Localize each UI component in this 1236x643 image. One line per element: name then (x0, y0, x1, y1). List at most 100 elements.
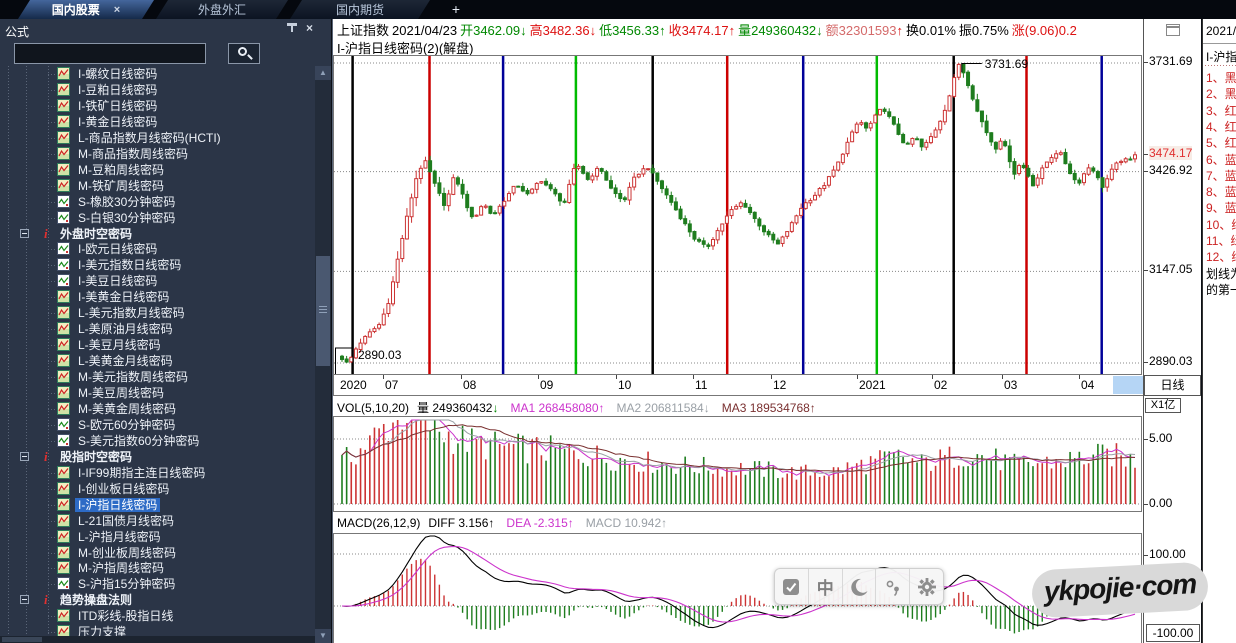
tree-item[interactable]: M-美黄金周线密码 (0, 401, 315, 417)
analysis-list-item: 12、绿 (1206, 250, 1236, 265)
tree-collapse-icon[interactable] (20, 228, 29, 238)
tree-item-label: L-沪指月线密码 (78, 529, 161, 544)
tree-item[interactable]: S-橡胶30分钟密码 (0, 194, 315, 210)
close-icon[interactable]: × (306, 21, 314, 35)
dotted-divider (1205, 65, 1236, 66)
formula-chart-icon (57, 481, 70, 495)
tree-item[interactable]: I-创业板日线密码 (0, 481, 315, 497)
tree-connector (48, 520, 56, 522)
analysis-list-item: 6、蓝 (1206, 152, 1236, 167)
tree-item[interactable]: L-沪指月线密码 (0, 529, 315, 545)
analysis-list-item: 2、黑 (1206, 87, 1236, 102)
tree-item[interactable]: I-美黄金日线密码 (0, 289, 315, 305)
search-input[interactable] (14, 43, 206, 64)
tree-connector (48, 265, 56, 267)
pin-icon[interactable] (285, 22, 299, 36)
tree-collapse-icon[interactable] (20, 451, 29, 461)
tree-item[interactable]: I-IF99期指主连日线密码 (0, 465, 315, 481)
tree-item-label: M-沪指周线密码 (78, 561, 164, 576)
formula-wave-icon (57, 242, 70, 256)
tree-collapse-icon[interactable] (20, 595, 29, 605)
main-candlestick-chart[interactable]: 3731.69 2890.03 (333, 55, 1142, 375)
tab-国内股票[interactable]: 国内股票 × (18, 0, 154, 19)
tree-item[interactable]: I-美元指数日线密码 (0, 257, 315, 273)
tree-item[interactable]: ITD彩线-股指日线 (0, 608, 315, 624)
price-axis-label: 3426.92 (1149, 162, 1193, 177)
hscrollbar-thumb[interactable] (2, 637, 42, 642)
tree-item[interactable]: I-沪指日线密码 (0, 497, 315, 513)
date-axis[interactable]: 2020 07 08 09 10 11 12 2021 02 03 04 (333, 375, 1144, 396)
tree-group[interactable]: i 股指时空密码 (0, 449, 315, 465)
period-selector[interactable]: 日线 (1144, 375, 1201, 396)
date-label: 03 (1004, 378, 1018, 392)
tree-item[interactable]: L-商品指数月线密码(HCTI) (0, 130, 315, 146)
check-badge-icon (783, 578, 800, 595)
tab-close-icon[interactable]: × (113, 3, 121, 16)
tree-item[interactable]: L-21国债月线密码 (0, 513, 315, 529)
tree-item[interactable]: L-美黄金月线密码 (0, 353, 315, 369)
formula-wave-icon (57, 274, 70, 288)
tree-item[interactable]: M-商品指数周线密码 (0, 146, 315, 162)
translate-button[interactable]: 中 (809, 569, 843, 604)
tree-item-label: I-创业板日线密码 (78, 481, 170, 496)
tree-item[interactable]: S-沪指15分钟密码 (0, 576, 315, 592)
restore-window-icon[interactable] (1166, 24, 1180, 36)
tree-item-label: I-美元指数日线密码 (78, 258, 182, 273)
add-tab-button[interactable]: + (451, 1, 461, 17)
tree-item[interactable]: I-欧元日线密码 (0, 241, 315, 257)
tree-connector (48, 313, 56, 315)
analysis-panel-date: 2021/ (1206, 24, 1236, 38)
analysis-list-item: 5、红 (1206, 136, 1236, 151)
formula-chart-icon (57, 67, 70, 80)
scrollbar-thumb[interactable] (316, 256, 330, 366)
quote-field-收: 收3474.17↑ (668, 23, 736, 37)
analysis-list-item: 4、红 (1206, 119, 1236, 134)
sidebar-hscrollbar[interactable] (0, 636, 315, 643)
search-button[interactable] (228, 43, 260, 64)
tab-国内期货[interactable]: 国内期货 (290, 0, 430, 19)
tree-item[interactable]: 压力支撑 (0, 624, 315, 640)
tree-item-label: L-商品指数月线密码(HCTI) (78, 130, 221, 145)
tree-item[interactable]: I-铁矿日线密码 (0, 98, 315, 114)
indicator-field-量: 量 249360432↓ (417, 401, 499, 415)
formula-wave-icon (57, 258, 70, 272)
quote-field-低: 低3456.33↑ (599, 23, 666, 37)
formula-chart-icon (57, 465, 70, 479)
macd-chart[interactable] (333, 533, 1142, 643)
tree-item[interactable]: I-黄金日线密码 (0, 114, 315, 130)
tab-外盘外汇[interactable]: 外盘外汇 (156, 0, 288, 19)
tree-item[interactable]: M-沪指周线密码 (0, 560, 315, 576)
tree-item[interactable]: L-美元指数月线密码 (0, 305, 315, 321)
tree-item[interactable]: M-创业板周线密码 (0, 545, 315, 561)
tree-item[interactable]: M-豆粕周线密码 (0, 162, 315, 178)
tree-item[interactable]: M-铁矿周线密码 (0, 178, 315, 194)
volume-chart[interactable] (333, 416, 1142, 512)
analysis-list-item: 1、黑 (1206, 71, 1236, 85)
tree-item[interactable]: M-美豆周线密码 (0, 385, 315, 401)
tree-item[interactable]: S-欧元60分钟密码 (0, 417, 315, 433)
tree-item[interactable]: L-美豆月线密码 (0, 337, 315, 353)
tree-item[interactable]: I-美豆日线密码 (0, 273, 315, 289)
tree-connector (48, 584, 56, 586)
scroll-up-button[interactable]: ▲ (315, 66, 331, 80)
sidebar-header: 公式 × (0, 19, 331, 42)
tree-item[interactable]: I-螺纹日线密码 (0, 66, 315, 82)
tree-group[interactable]: i 趋势操盘法则 (0, 592, 315, 608)
tree-item[interactable]: I-豆粕日线密码 (0, 82, 315, 98)
dark-mode-button[interactable] (843, 569, 877, 604)
analysis-list-item: 3、红 (1206, 103, 1236, 118)
tree-item-label: L-美豆月线密码 (78, 338, 161, 353)
settings-button[interactable] (910, 569, 943, 604)
workspace-tab-bar: 国内股票 × 外盘外汇 国内期货 + (0, 0, 1236, 19)
formula-chart-icon (57, 178, 70, 192)
sidebar-scrollbar[interactable]: ▲ ▼ (315, 66, 331, 643)
capture-confirm-button[interactable] (775, 569, 809, 604)
tree-item[interactable]: S-白银30分钟密码 (0, 210, 315, 226)
date-tick (771, 375, 772, 379)
scroll-down-button[interactable]: ▼ (315, 629, 331, 643)
tree-group[interactable]: i 外盘时空密码 (0, 226, 315, 242)
annotation-button[interactable] (876, 569, 911, 604)
tree-item[interactable]: L-美原油月线密码 (0, 321, 315, 337)
tree-item[interactable]: M-美元指数周线密码 (0, 369, 315, 385)
tree-item[interactable]: S-美元指数60分钟密码 (0, 433, 315, 449)
